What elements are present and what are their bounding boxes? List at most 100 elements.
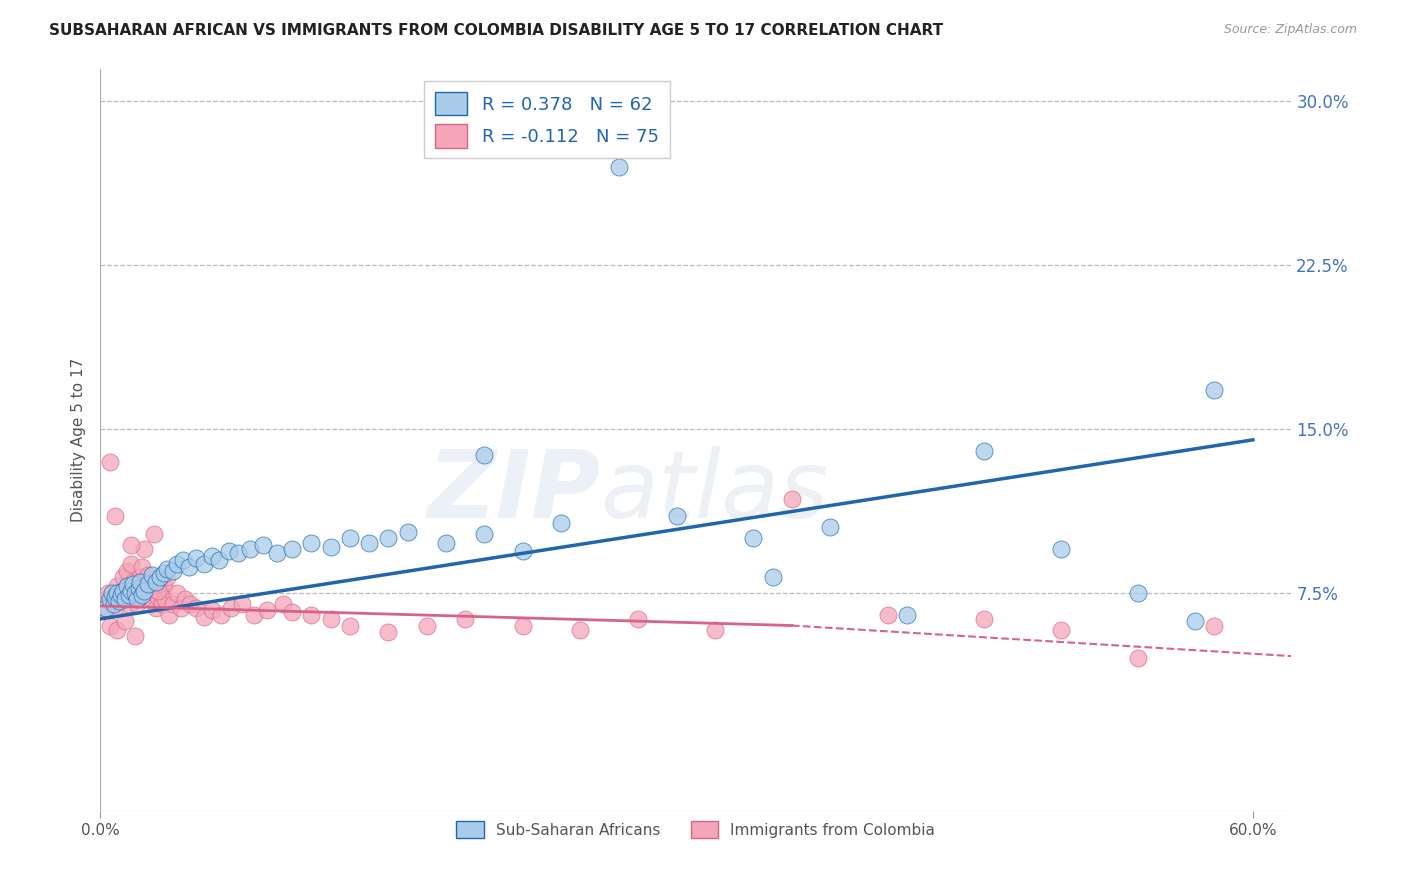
Point xyxy=(100,597,122,611)
Point xyxy=(172,553,194,567)
Point xyxy=(114,614,136,628)
Point xyxy=(474,526,496,541)
Point xyxy=(107,623,129,637)
Point xyxy=(129,570,152,584)
Point xyxy=(114,592,136,607)
Point xyxy=(136,568,159,582)
Point xyxy=(228,546,250,560)
Point xyxy=(177,559,200,574)
Point xyxy=(152,579,174,593)
Point xyxy=(319,612,342,626)
Text: SUBSAHARAN AFRICAN VS IMMIGRANTS FROM COLOMBIA DISABILITY AGE 5 TO 17 CORRELATIO: SUBSAHARAN AFRICAN VS IMMIGRANTS FROM CO… xyxy=(49,23,943,38)
Point xyxy=(146,583,169,598)
Point xyxy=(200,549,222,563)
Point xyxy=(129,574,152,589)
Point xyxy=(141,568,163,582)
Point xyxy=(156,562,179,576)
Point xyxy=(149,583,172,598)
Point xyxy=(761,570,783,584)
Point xyxy=(1049,542,1071,557)
Point xyxy=(118,588,141,602)
Point xyxy=(162,597,184,611)
Point xyxy=(121,574,143,589)
Point xyxy=(818,520,841,534)
Point xyxy=(141,574,163,589)
Point xyxy=(665,509,688,524)
Point xyxy=(377,531,399,545)
Point xyxy=(742,531,765,545)
Point xyxy=(139,590,162,604)
Point xyxy=(474,448,496,462)
Point xyxy=(434,535,457,549)
Point xyxy=(209,607,232,622)
Point xyxy=(104,509,127,524)
Point xyxy=(142,526,165,541)
Point xyxy=(114,586,136,600)
Point xyxy=(135,577,157,591)
Point xyxy=(94,592,117,607)
Point xyxy=(110,583,132,598)
Point xyxy=(107,586,129,600)
Point xyxy=(359,535,381,549)
Point xyxy=(266,546,288,560)
Point xyxy=(108,594,131,608)
Point xyxy=(1204,618,1226,632)
Text: Source: ZipAtlas.com: Source: ZipAtlas.com xyxy=(1223,23,1357,37)
Point xyxy=(103,597,125,611)
Point xyxy=(1204,383,1226,397)
Point xyxy=(218,544,240,558)
Legend: Sub-Saharan Africans, Immigrants from Colombia: Sub-Saharan Africans, Immigrants from Co… xyxy=(450,814,942,845)
Point xyxy=(112,583,135,598)
Point xyxy=(120,558,142,572)
Point xyxy=(1184,614,1206,628)
Point xyxy=(157,607,180,622)
Point xyxy=(200,603,222,617)
Point xyxy=(100,586,122,600)
Point xyxy=(94,601,117,615)
Point xyxy=(166,586,188,600)
Point xyxy=(512,618,534,632)
Point xyxy=(142,583,165,598)
Point xyxy=(134,542,156,557)
Text: ZIP: ZIP xyxy=(427,446,600,538)
Point xyxy=(252,538,274,552)
Point xyxy=(104,590,127,604)
Point xyxy=(131,588,153,602)
Point xyxy=(145,601,167,615)
Point xyxy=(134,586,156,600)
Point xyxy=(186,601,208,615)
Point xyxy=(125,597,148,611)
Point xyxy=(219,601,242,615)
Point xyxy=(145,574,167,589)
Point xyxy=(1126,651,1149,665)
Point xyxy=(115,579,138,593)
Point xyxy=(134,583,156,598)
Point xyxy=(186,550,208,565)
Point xyxy=(193,609,215,624)
Point xyxy=(896,607,918,622)
Point xyxy=(104,601,127,615)
Point xyxy=(512,544,534,558)
Point xyxy=(97,586,120,600)
Point xyxy=(128,590,150,604)
Point xyxy=(150,597,173,611)
Point xyxy=(301,535,323,549)
Point xyxy=(156,570,179,584)
Point xyxy=(243,607,266,622)
Point xyxy=(339,618,361,632)
Point xyxy=(973,443,995,458)
Point xyxy=(93,601,115,615)
Point xyxy=(416,618,439,632)
Point xyxy=(703,623,725,637)
Point xyxy=(149,570,172,584)
Point xyxy=(98,592,121,607)
Point xyxy=(179,597,201,611)
Point xyxy=(193,558,215,572)
Point xyxy=(155,592,177,607)
Point xyxy=(107,579,129,593)
Point xyxy=(124,586,146,600)
Point xyxy=(118,597,141,611)
Point xyxy=(1126,586,1149,600)
Point xyxy=(124,629,146,643)
Point xyxy=(271,597,294,611)
